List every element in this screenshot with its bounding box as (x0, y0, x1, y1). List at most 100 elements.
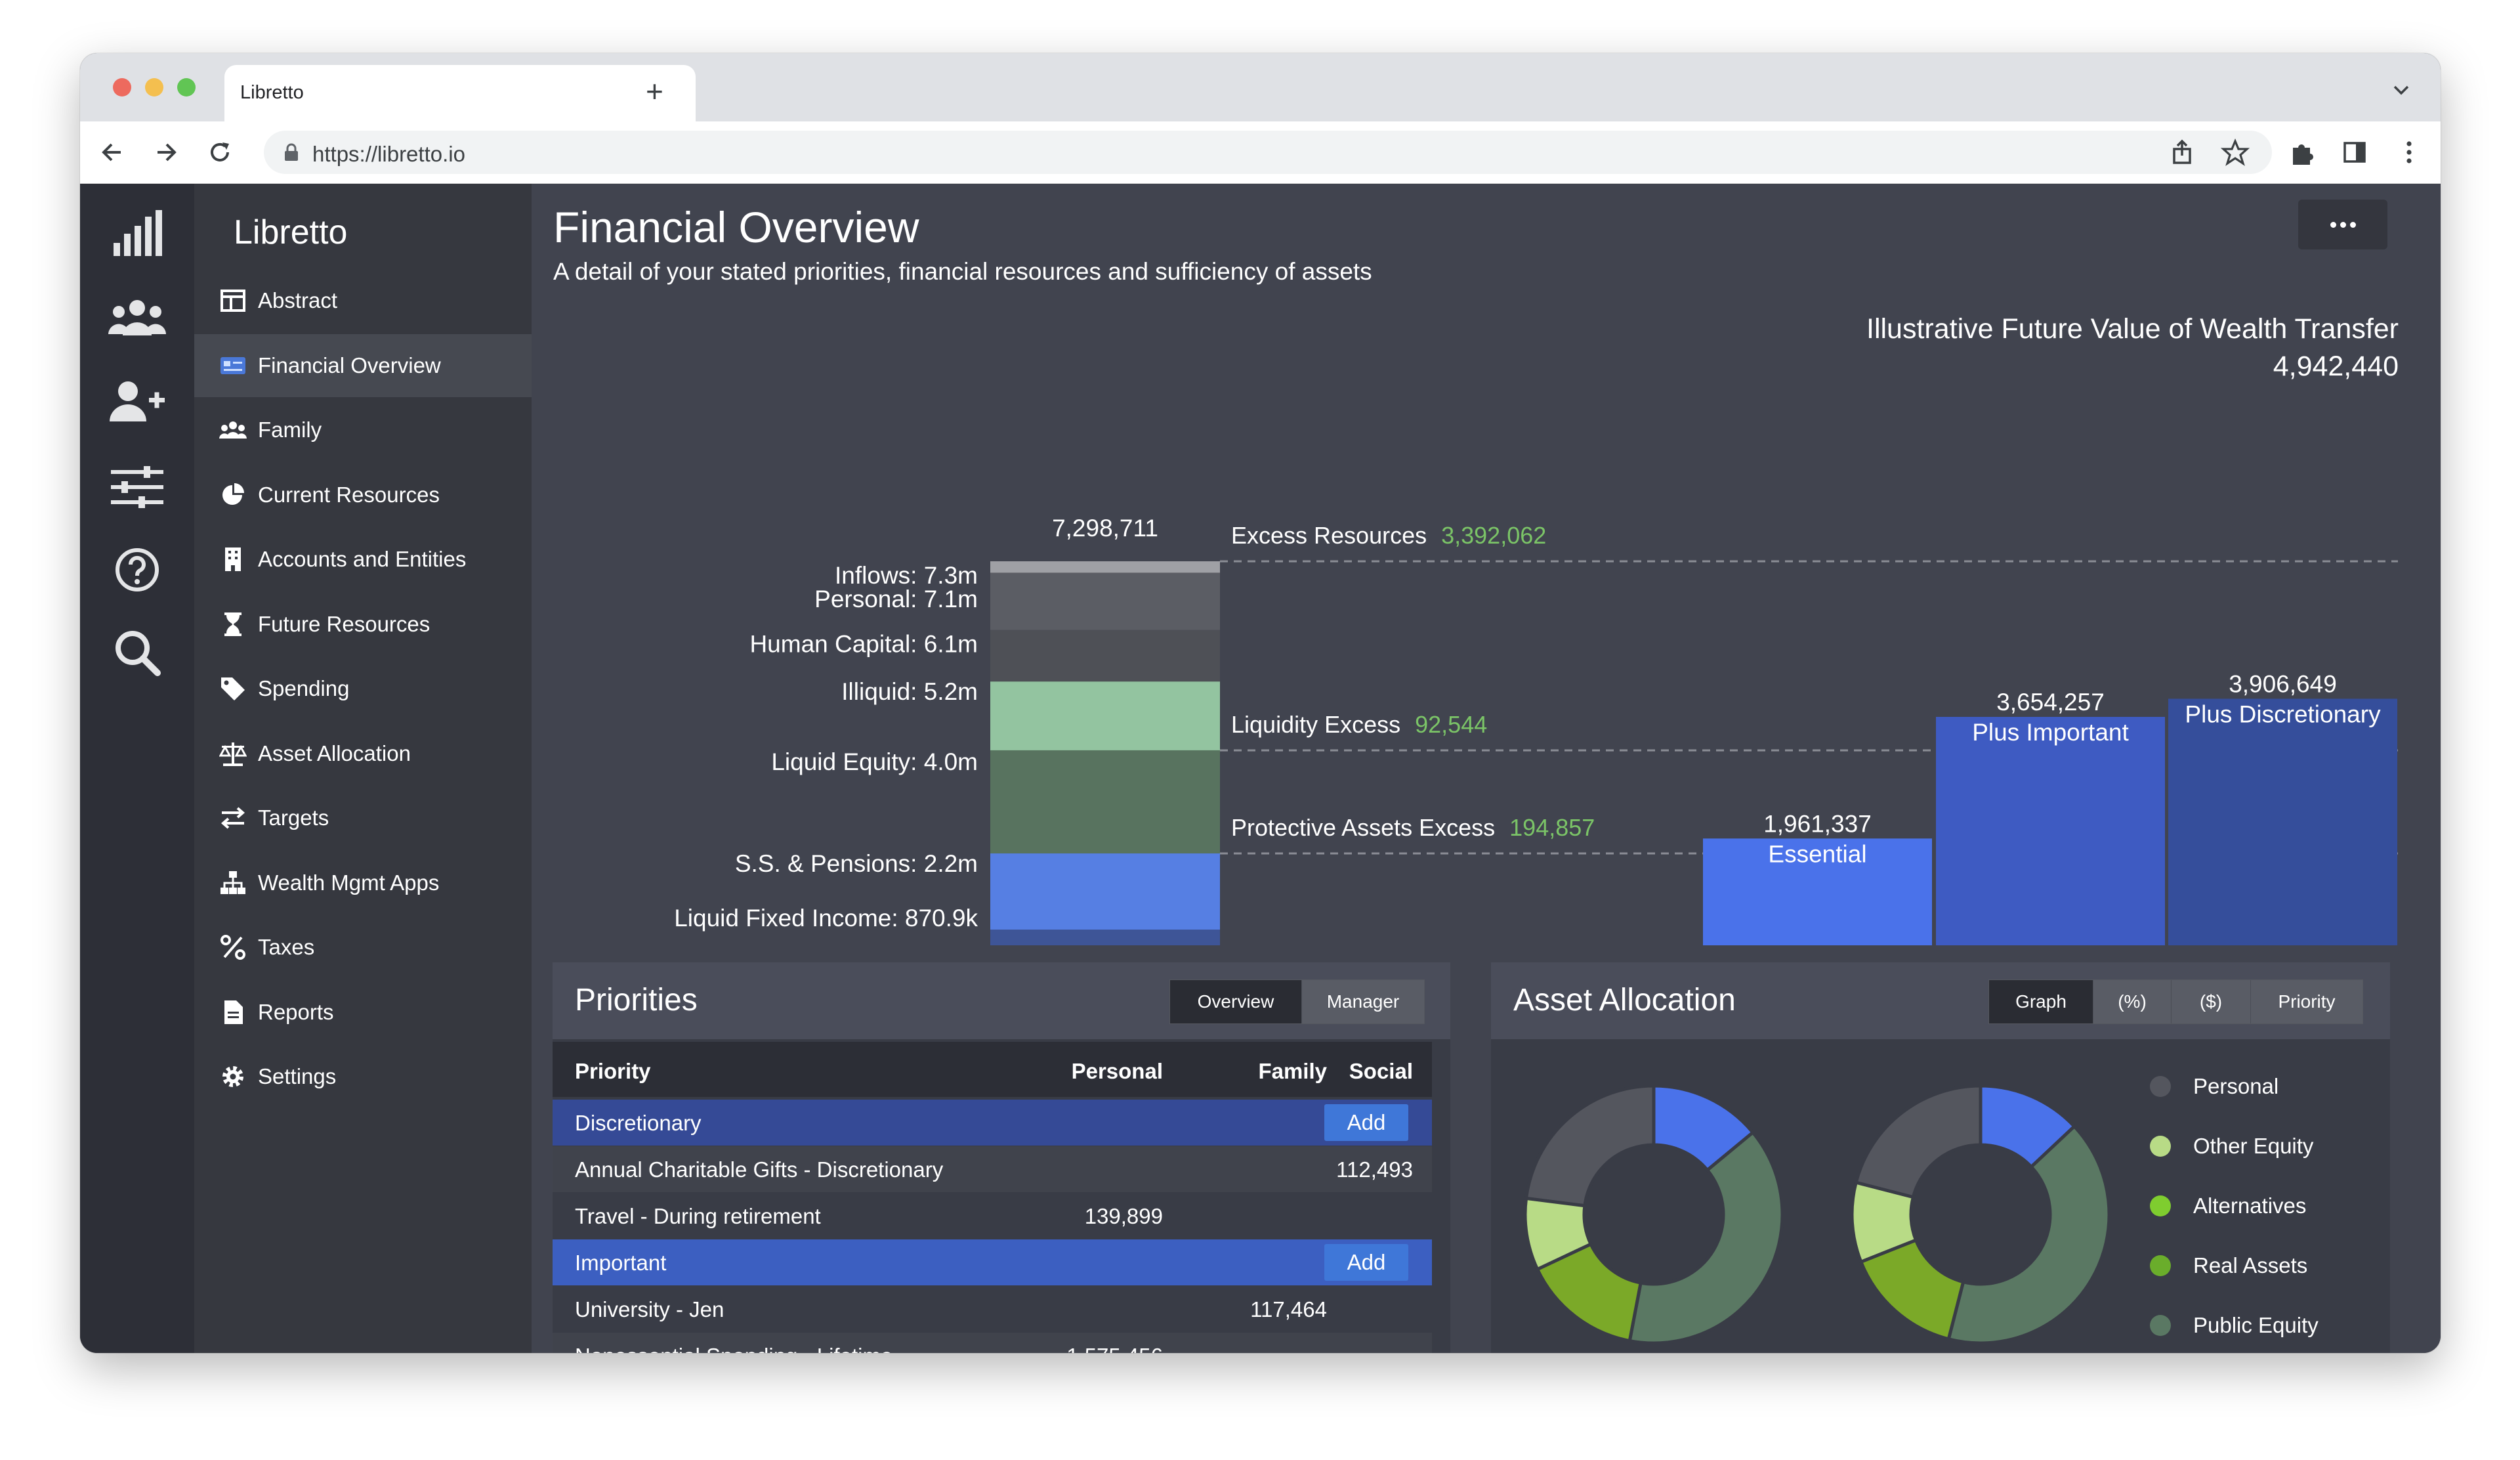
sidebar-item-label: Settings (258, 1064, 337, 1088)
bar-chart-logo-icon[interactable] (106, 206, 168, 261)
donut-slice[interactable] (1523, 1196, 1593, 1272)
table-row[interactable]: Travel - During retirement 139,899 (553, 1193, 1432, 1239)
sidebar-item-accounts-and-entities[interactable]: Accounts and Entities (194, 528, 532, 591)
minimize-window-button[interactable] (145, 78, 163, 97)
star-icon[interactable] (2220, 137, 2250, 167)
priorities-panel: Priorities Overview Manager Priority Per… (553, 962, 1450, 1353)
excess-label-name: Protective Assets Excess (1231, 814, 1495, 841)
brand-name: Libretto (234, 213, 348, 251)
document-icon (219, 998, 247, 1026)
sidebar-item-abstract[interactable]: Abstract (194, 269, 532, 332)
tab-graph[interactable]: Graph (1989, 980, 2093, 1023)
resource-segment-bar[interactable] (990, 630, 1220, 682)
resource-segment-bar[interactable] (990, 681, 1220, 750)
excess-label: Liquidity Excess 92,544 (1231, 711, 1487, 738)
legend-item[interactable]: Personal (2150, 1070, 2278, 1103)
priority-bar[interactable] (1703, 838, 1932, 945)
tab-overview[interactable]: Overview (1170, 980, 1302, 1023)
sidebar-item-settings[interactable]: Settings (194, 1045, 532, 1108)
resource-segment-label: Illiquid: 5.2m (841, 678, 978, 705)
financial-overview-chart: Excess Resources 3,392,062 Liquidity Exces… (674, 313, 2399, 945)
add-user-icon[interactable] (106, 374, 168, 429)
donut-slice[interactable] (1850, 1180, 1918, 1264)
tab-percent[interactable]: (%) (2093, 980, 2172, 1023)
table-row[interactable]: Nonessential Spending - Lifetime 1,575,45… (553, 1333, 1432, 1353)
resource-segment-bar[interactable] (990, 572, 1220, 630)
column-social[interactable]: Social (1349, 1059, 1413, 1083)
percent-icon (219, 934, 247, 961)
sidebar-item-taxes[interactable]: Taxes (194, 916, 532, 979)
priorities-header: Priorities Overview Manager (553, 962, 1450, 1039)
browser-menu-icon[interactable] (2394, 137, 2424, 167)
column-priority[interactable]: Priority (575, 1059, 651, 1083)
search-icon[interactable] (106, 625, 168, 680)
users-icon[interactable] (106, 290, 168, 345)
more-options-button[interactable] (2298, 200, 2387, 249)
side-panel-icon[interactable] (2340, 137, 2370, 167)
donut-slice[interactable] (1524, 1084, 1656, 1208)
chevron-down-icon[interactable] (2388, 77, 2414, 103)
sidebar-item-label: Asset Allocation (258, 741, 411, 765)
extensions-icon[interactable] (2286, 137, 2317, 167)
social-value: 112,493 (1336, 1157, 1413, 1182)
column-family[interactable]: Family (1258, 1059, 1327, 1083)
new-tab-button[interactable]: + (646, 74, 663, 108)
resource-segment-bar[interactable] (990, 750, 1220, 854)
resource-segment-bar[interactable] (990, 853, 1220, 930)
tag-icon (219, 675, 247, 702)
legend-item[interactable]: Alternatives (2150, 1190, 2306, 1222)
family-icon (219, 416, 247, 444)
sidebar-item-label: Accounts and Entities (258, 547, 467, 571)
resource-segment-label: Human Capital: 6.1m (749, 631, 978, 658)
hourglass-icon (219, 611, 247, 638)
tab-dollars[interactable]: ($) (2172, 980, 2251, 1023)
table-row[interactable]: Annual Charitable Gifts - Discretionary 1… (553, 1146, 1432, 1192)
legend-item[interactable]: Public Equity (2150, 1309, 2319, 1342)
browser-tab[interactable]: Libretto (224, 65, 696, 121)
legend-swatch (2150, 1315, 2171, 1336)
browser-window: Libretto + https://libretto.io (80, 53, 2441, 1353)
sliders-icon[interactable] (106, 460, 168, 515)
resource-segment-bar[interactable] (990, 930, 1220, 945)
close-window-button[interactable] (113, 78, 131, 97)
zoom-window-button[interactable] (177, 78, 196, 97)
legend-label: Real Assets (2193, 1253, 2308, 1278)
back-icon[interactable] (97, 137, 127, 167)
legend-item[interactable]: Real Assets (2150, 1249, 2307, 1282)
page-subtitle: A detail of your stated priorities, fina… (553, 258, 1372, 285)
address-bar[interactable]: https://libretto.io (264, 131, 2272, 174)
priority-bar[interactable] (1936, 717, 2165, 945)
sidebar-item-spending[interactable]: Spending (194, 657, 532, 720)
excess-label-value: 194,857 (1509, 814, 1595, 841)
priority-bar[interactable] (2168, 698, 2397, 945)
donut-slice[interactable] (1628, 1130, 1784, 1345)
resource-segment-bar[interactable] (990, 561, 1220, 573)
donut-slice[interactable] (1854, 1084, 1983, 1199)
tab-manager[interactable]: Manager (1302, 980, 1424, 1023)
forward-icon[interactable] (151, 137, 181, 167)
add-priority-button[interactable]: Add (1324, 1104, 1408, 1141)
sidebar-item-reports[interactable]: Reports (194, 981, 532, 1044)
priority-group-name: Important (575, 1251, 667, 1275)
sidebar-item-future-resources[interactable]: Future Resources (194, 593, 532, 656)
table-row[interactable]: University - Jen 117,464 (553, 1286, 1432, 1332)
share-icon[interactable] (2167, 137, 2197, 167)
page-title: Financial Overview (553, 203, 919, 251)
help-icon[interactable] (106, 542, 168, 597)
column-personal[interactable]: Personal (1071, 1059, 1163, 1083)
add-priority-button[interactable]: Add (1324, 1244, 1408, 1281)
sidebar-item-wealth-mgmt-apps[interactable]: Wealth Mgmt Apps (194, 851, 532, 914)
building-icon (219, 546, 247, 573)
browser-tab-title: Libretto (240, 82, 304, 103)
sidebar-item-asset-allocation[interactable]: Asset Allocation (194, 722, 532, 785)
legend-label: Public Equity (2193, 1313, 2319, 1337)
sidebar-item-family[interactable]: Family (194, 398, 532, 462)
exchange-icon (219, 804, 247, 832)
legend-item[interactable]: Other Equity (2150, 1130, 2313, 1163)
reload-icon[interactable] (205, 137, 235, 167)
donut-slice[interactable] (1946, 1124, 2111, 1345)
tab-priority[interactable]: Priority (2251, 980, 2362, 1023)
sidebar-item-current-resources[interactable]: Current Resources (194, 463, 532, 526)
sidebar-item-targets[interactable]: Targets (194, 786, 532, 849)
sidebar-item-financial-overview[interactable]: Financial Overview (194, 333, 532, 397)
